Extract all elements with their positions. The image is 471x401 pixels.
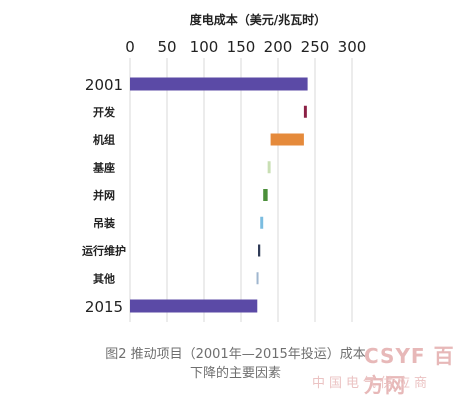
waterfall-chart: 度电成本（美元/兆瓦时） 0 50 100 150 200 250 300 2001 开发机组…: [82, 12, 366, 322]
watermark-text: 中国电气供应商: [312, 376, 432, 391]
bar-6: [258, 244, 261, 257]
category-label: 开发: [93, 105, 116, 119]
bar-1: [303, 105, 307, 118]
watermark-logo-text: CSYF: [364, 344, 426, 368]
x-tick-label: 200: [264, 38, 293, 56]
category-label: 机组: [93, 133, 115, 147]
x-axis-ticks: 0 50 100 150 200 250 300: [125, 38, 366, 56]
x-tick-label: 50: [157, 38, 176, 56]
category-label: 并网: [93, 188, 115, 202]
category-label: 2001: [85, 76, 123, 94]
category-label: 2015: [85, 298, 123, 316]
watermark-site: 百方网: [364, 344, 455, 397]
bars: [130, 77, 308, 313]
figure-caption-line1: 图2 推动项目（2001年—2015年投运）成本: [105, 347, 366, 362]
category-label: 基座: [92, 160, 115, 174]
bar-total-0: [130, 77, 308, 91]
bar-5: [260, 216, 264, 229]
bar-total-8: [130, 299, 258, 313]
x-tick-label: 250: [301, 38, 330, 56]
x-tick-label: 0: [125, 38, 135, 56]
figure-caption-line2: 下降的主要因素: [189, 366, 281, 381]
bar-4: [263, 189, 268, 201]
x-tick-label: 150: [227, 38, 256, 56]
x-tick-label: 100: [190, 38, 219, 56]
bar-7: [256, 272, 259, 285]
x-tick-label: 300: [338, 38, 367, 56]
category-label: 运行维护: [82, 244, 126, 258]
chart-title: 度电成本（美元/兆瓦时）: [190, 12, 326, 27]
category-label: 吊装: [93, 216, 115, 230]
gridlines: [129, 58, 353, 322]
watermark-logo: CSYF 百方网: [364, 340, 471, 398]
bar-3: [267, 161, 271, 174]
category-label: 其他: [93, 271, 115, 285]
bar-2: [270, 133, 304, 146]
